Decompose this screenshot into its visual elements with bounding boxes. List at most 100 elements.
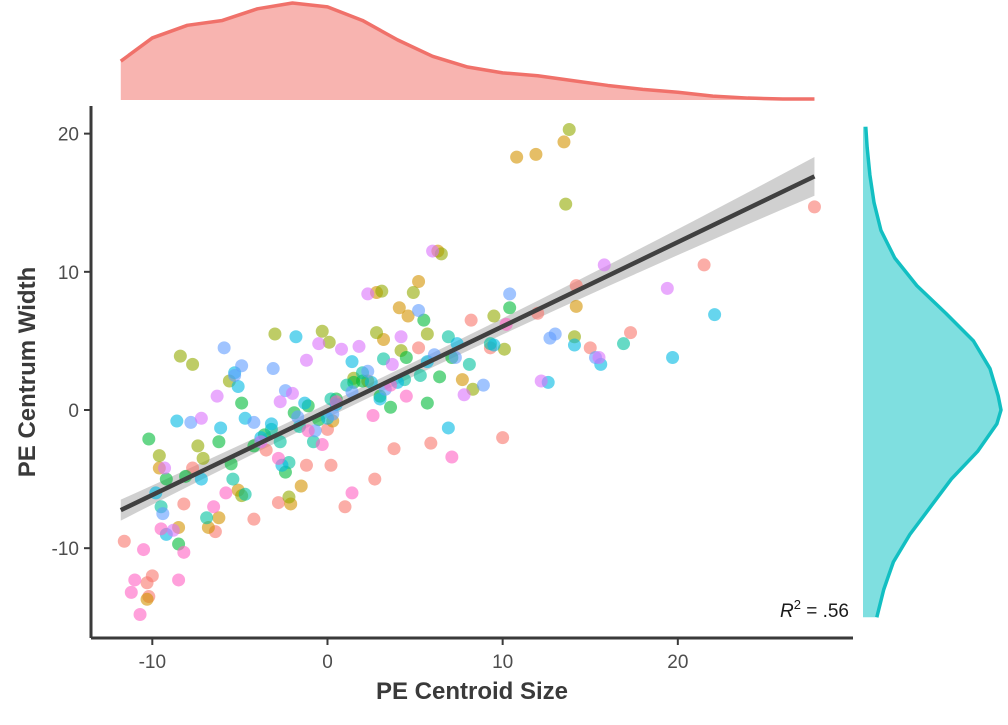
- scatter-point: [510, 150, 524, 164]
- scatter-point: [368, 472, 382, 486]
- scatter-point: [708, 308, 722, 322]
- r-squared-symbol: R: [780, 601, 794, 622]
- scatter-point: [301, 424, 315, 438]
- scatter-point: [298, 396, 312, 410]
- regression-line: [119, 174, 816, 513]
- scatter-point: [617, 337, 631, 351]
- scatter-point: [247, 512, 261, 526]
- scatter-point: [273, 435, 287, 449]
- scatter-point: [412, 304, 426, 318]
- scatter-point: [154, 522, 168, 536]
- scatter-point: [464, 313, 478, 327]
- axes-layer: [89, 106, 853, 640]
- scatter-point: [697, 258, 711, 272]
- scatter-point: [247, 415, 261, 429]
- scatter-point: [322, 335, 336, 349]
- scatter-point: [117, 534, 131, 548]
- scatter-point: [128, 573, 142, 587]
- scatter-point: [345, 355, 359, 369]
- scatter-point: [497, 342, 511, 356]
- scatter-point: [299, 458, 313, 472]
- x-tick-label: 10: [492, 652, 513, 673]
- scatter-point: [315, 324, 329, 338]
- scatter-point: [282, 490, 296, 504]
- scatter-point: [592, 350, 606, 364]
- scatter-point: [177, 545, 191, 559]
- r-squared-annotation: R2 = .56: [780, 597, 849, 622]
- y-tick-label: 0: [68, 401, 79, 422]
- scatter-point: [412, 274, 426, 288]
- regression-line-layer: [119, 174, 816, 513]
- scatter-point: [172, 573, 186, 587]
- scatter-point: [142, 432, 156, 446]
- scatter-point: [426, 244, 440, 258]
- scatter-point: [361, 287, 375, 301]
- scatter-point: [266, 362, 280, 376]
- scatter-point: [207, 500, 221, 514]
- x-density-curve: [119, 1, 815, 101]
- scatter-point: [457, 388, 471, 402]
- r-squared-superscript: 2: [794, 597, 801, 612]
- scatter-point: [412, 341, 426, 355]
- scatter-point: [334, 342, 348, 356]
- scatter-point: [417, 313, 431, 327]
- y-marginal-density: [863, 126, 1003, 618]
- scatter-point: [597, 258, 611, 272]
- scatter-point: [184, 415, 198, 429]
- scatter-point: [312, 337, 326, 351]
- confidence-band-layer: [120, 157, 815, 521]
- scatter-point: [271, 496, 285, 510]
- scatter-point: [137, 543, 151, 557]
- scatter-point: [268, 327, 282, 341]
- scatter-point: [424, 436, 438, 450]
- scatter-point: [159, 472, 173, 486]
- scatter-point: [291, 410, 305, 424]
- scatter-point: [399, 350, 413, 364]
- x-axis-title: PE Centroid Size: [376, 678, 568, 705]
- scatter-point: [624, 326, 638, 340]
- scatter-point: [567, 338, 581, 352]
- scatter-point: [387, 442, 401, 456]
- scatter-point: [413, 368, 427, 382]
- scatter-point: [503, 287, 517, 301]
- scatter-point: [462, 357, 476, 371]
- scatter-point: [345, 486, 359, 500]
- scatter-point: [217, 341, 231, 355]
- scatter-point: [441, 421, 455, 435]
- scatter-point: [294, 479, 308, 493]
- scatter-point: [420, 327, 434, 341]
- y-tick-label: 20: [58, 125, 79, 146]
- scatter-point: [548, 327, 562, 341]
- scatter-point: [200, 511, 214, 525]
- x-tick-label: 20: [667, 652, 688, 673]
- scatter-point: [373, 392, 387, 406]
- scatter-point: [212, 511, 226, 525]
- scatter-point: [529, 147, 543, 161]
- scatter-point: [487, 338, 501, 352]
- x-tick-label: 0: [322, 652, 333, 673]
- scatter-point: [394, 330, 408, 344]
- scatter-point: [399, 389, 413, 403]
- scatter-point: [583, 341, 597, 355]
- y-tick-label: -10: [52, 539, 79, 560]
- scatter-point: [235, 359, 249, 373]
- x-density-fill: [120, 3, 815, 100]
- scatter-point: [228, 368, 242, 382]
- scatter-point: [385, 357, 399, 371]
- scatter-point: [158, 461, 172, 475]
- scatter-point: [124, 585, 138, 599]
- scatter-point: [496, 431, 510, 445]
- scatter-point: [152, 449, 166, 463]
- scatter-point: [569, 299, 583, 313]
- scatter-point: [420, 396, 434, 410]
- scatter-point: [445, 450, 459, 464]
- scatter-point: [177, 497, 191, 511]
- ticks-layer: -10 0 10 20 -10 0 10 20: [52, 125, 689, 673]
- scatter-point: [441, 330, 455, 344]
- scatter-point: [401, 309, 415, 323]
- confidence-band: [120, 157, 815, 521]
- scatter-point: [433, 370, 447, 384]
- scatter-point: [534, 374, 548, 388]
- scatter-point: [145, 569, 159, 583]
